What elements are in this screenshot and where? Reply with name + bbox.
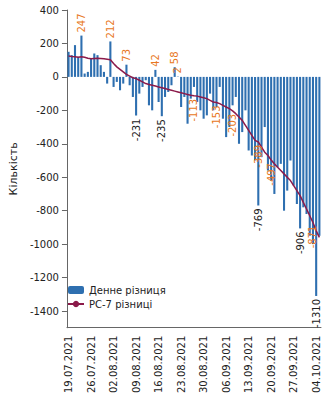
svg-text:0: 0	[53, 71, 59, 82]
svg-text:-153: -153	[211, 105, 222, 128]
svg-text:58: 58	[169, 51, 180, 64]
svg-text:-400: -400	[36, 138, 59, 149]
svg-text:06.09.2021: 06.09.2021	[221, 336, 232, 393]
svg-text:26.07.2021: 26.07.2021	[86, 336, 97, 393]
svg-text:-1200: -1200	[30, 272, 59, 283]
svg-text:200: 200	[40, 38, 59, 49]
svg-text:09.08.2021: 09.08.2021	[131, 336, 142, 393]
svg-text:73: 73	[121, 49, 132, 62]
svg-text:-769: -769	[253, 208, 264, 231]
svg-text:27.09.2021: 27.09.2021	[288, 336, 299, 393]
svg-text:-203: -203	[227, 114, 238, 137]
svg-text:-113: -113	[188, 99, 199, 122]
svg-text:-906: -906	[295, 231, 306, 254]
svg-text:30.08.2021: 30.08.2021	[198, 336, 209, 393]
svg-text:-200: -200	[36, 105, 59, 116]
svg-text:42: 42	[150, 54, 161, 67]
svg-text:-497: -497	[266, 163, 277, 186]
svg-text:-600: -600	[36, 172, 59, 183]
svg-text:-235: -235	[156, 119, 167, 142]
svg-text:02.08.2021: 02.08.2021	[108, 336, 119, 393]
svg-text:23.08.2021: 23.08.2021	[176, 336, 187, 393]
svg-text:19.07.2021: 19.07.2021	[63, 336, 74, 393]
svg-text:-1310: -1310	[311, 299, 322, 328]
svg-text:РС-7 різниці: РС-7 різниці	[89, 299, 152, 310]
svg-text:2: 2	[172, 67, 183, 73]
svg-text:-871: -871	[307, 226, 318, 249]
svg-text:-800: -800	[36, 205, 59, 216]
svg-text:16.08.2021: 16.08.2021	[153, 336, 164, 393]
svg-text:-389: -389	[253, 145, 264, 168]
svg-text:-1000: -1000	[30, 239, 59, 250]
svg-text:212: 212	[105, 19, 116, 38]
svg-text:Денне різниця: Денне різниця	[89, 285, 166, 296]
svg-text:-231: -231	[131, 119, 142, 142]
svg-text:13.09.2021: 13.09.2021	[243, 336, 254, 393]
svg-text:247: 247	[76, 13, 87, 32]
svg-text:-1400: -1400	[30, 306, 59, 317]
svg-text:Кількість: Кількість	[7, 142, 20, 195]
svg-text:400: 400	[40, 5, 59, 16]
svg-text:20.09.2021: 20.09.2021	[266, 336, 277, 393]
svg-text:04.10.2021: 04.10.2021	[311, 336, 322, 393]
